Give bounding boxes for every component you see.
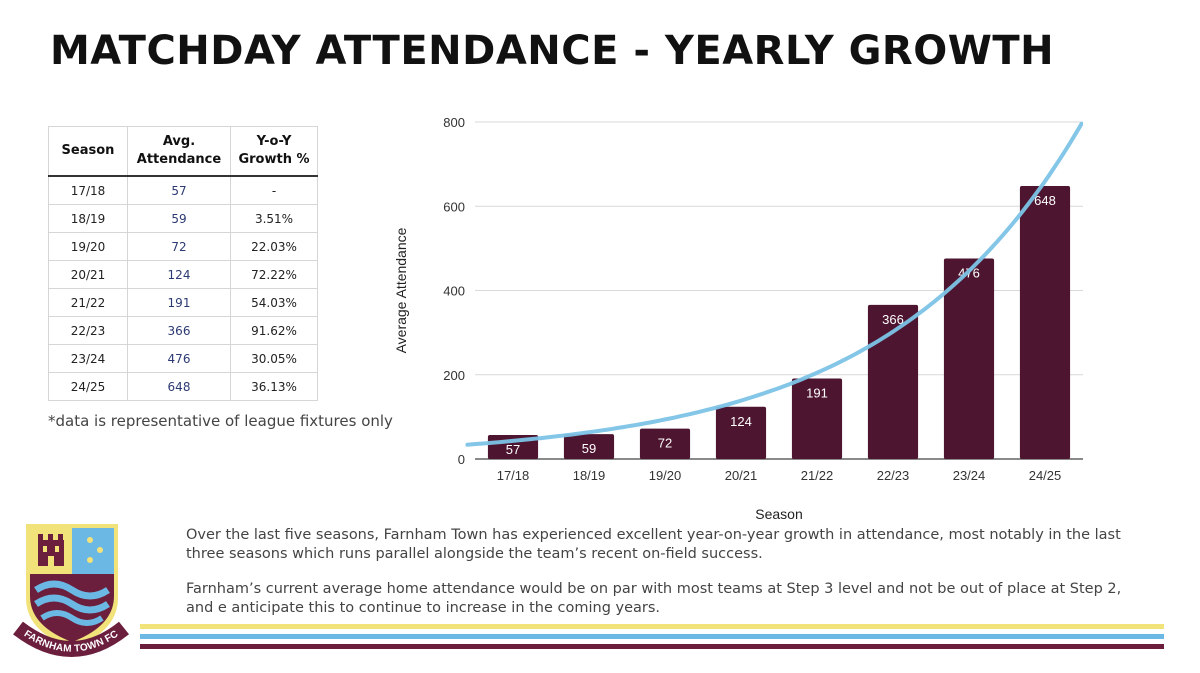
- cell-avg: 124: [127, 260, 231, 289]
- x-tick-label: 17/18: [497, 468, 530, 483]
- bar-data-label: 191: [806, 386, 828, 401]
- x-tick-label: 18/19: [573, 468, 606, 483]
- paragraph-1: Over the last five seasons, Farnham Town…: [186, 527, 1121, 562]
- table-row: 20/21 124 72.22%: [48, 260, 318, 289]
- cell-season: 24/25: [48, 372, 128, 401]
- cell-season: 23/24: [48, 344, 128, 373]
- page-title: MATCHDAY ATTENDANCE - YEARLY GROWTH: [50, 28, 1055, 74]
- cell-avg: 648: [127, 372, 231, 401]
- y-axis-title: Average Attendance: [393, 227, 409, 353]
- bar: [563, 434, 615, 459]
- bar: [1019, 186, 1071, 459]
- attendance-table: Season Avg. Attendance Y-o-Y Growth % 17/1…: [48, 126, 318, 401]
- table-row: 24/25 648 36.13%: [48, 372, 318, 401]
- paragraph-2: Farnham’s current average home attendanc…: [186, 581, 1122, 616]
- bar: [943, 258, 995, 459]
- cell-avg: 57: [127, 175, 231, 205]
- table-row: 17/18 57-: [48, 175, 318, 205]
- table-header-row: Season Avg. Attendance Y-o-Y Growth %: [48, 126, 318, 177]
- footnote: *data is representative of league fixtur…: [48, 412, 393, 430]
- header-season: Season: [48, 126, 128, 177]
- cell-avg: 191: [127, 288, 231, 317]
- cell-season: 18/19: [48, 204, 128, 233]
- y-tick-label: 400: [443, 284, 465, 299]
- cell-avg: 366: [127, 316, 231, 345]
- x-axis-title: Season: [755, 506, 802, 522]
- bar-data-label: 59: [582, 441, 596, 456]
- x-tick-label: 19/20: [649, 468, 682, 483]
- bar-data-label: 57: [506, 442, 520, 457]
- x-tick-label: 21/22: [801, 468, 834, 483]
- y-tick-label: 800: [443, 115, 465, 130]
- bar: [715, 406, 767, 459]
- stripe-blue: [140, 634, 1164, 639]
- cell-growth: 36.13%: [230, 372, 318, 401]
- attendance-chart: 0 200 400 600 800 57 17/18 59 18/19 72 19/20 124 20/…: [393, 115, 1083, 522]
- table-row: 19/20 72 22.03%: [48, 232, 318, 261]
- cell-growth: -: [230, 175, 318, 205]
- table-row: 23/24 476 30.05%: [48, 344, 318, 373]
- cell-avg: 59: [127, 204, 231, 233]
- cell-growth: 22.03%: [230, 232, 318, 261]
- cell-season: 22/23: [48, 316, 128, 345]
- attendance-table-container: Season Avg. Attendance Y-o-Y Growth % 17/1…: [48, 126, 318, 401]
- cell-growth: 30.05%: [230, 344, 318, 373]
- bar: [639, 428, 691, 459]
- cell-growth: 3.51%: [230, 204, 318, 233]
- bar: [867, 304, 919, 459]
- bar-data-label: 366: [882, 312, 904, 327]
- x-tick-label: 24/25: [1029, 468, 1062, 483]
- bar-data-label: 648: [1034, 193, 1056, 208]
- stripe-yellow: [140, 624, 1164, 629]
- x-tick-label: 22/23: [877, 468, 910, 483]
- cell-season: 19/20: [48, 232, 128, 261]
- bar-data-label: 72: [658, 436, 672, 451]
- trend-line: [465, 122, 1083, 447]
- cell-growth: 54.03%: [230, 288, 318, 317]
- y-tick-label: 600: [443, 199, 465, 214]
- y-tick-label: 200: [443, 368, 465, 383]
- y-tick-label: 0: [458, 452, 465, 467]
- cell-season: 17/18: [48, 175, 128, 205]
- cell-avg: 72: [127, 232, 231, 261]
- table-row: 18/19 59 3.51%: [48, 204, 318, 233]
- x-tick-label: 20/21: [725, 468, 758, 483]
- x-tick-label: 23/24: [953, 468, 986, 483]
- cell-growth: 91.62%: [230, 316, 318, 345]
- table-row: 21/22 191 54.03%: [48, 288, 318, 317]
- cell-season: 21/22: [48, 288, 128, 317]
- bar: [791, 378, 843, 459]
- table-row: 22/23 366 91.62%: [48, 316, 318, 345]
- cell-avg: 476: [127, 344, 231, 373]
- stripe-maroon: [140, 644, 1164, 649]
- cell-season: 20/21: [48, 260, 128, 289]
- cell-growth: 72.22%: [230, 260, 318, 289]
- club-crest-logo: FARNHAM TOWN FC: [13, 524, 130, 657]
- bar-data-label: 124: [730, 414, 752, 429]
- header-avg-attendance: Avg. Attendance: [127, 126, 231, 177]
- header-growth: Y-o-Y Growth %: [230, 126, 318, 177]
